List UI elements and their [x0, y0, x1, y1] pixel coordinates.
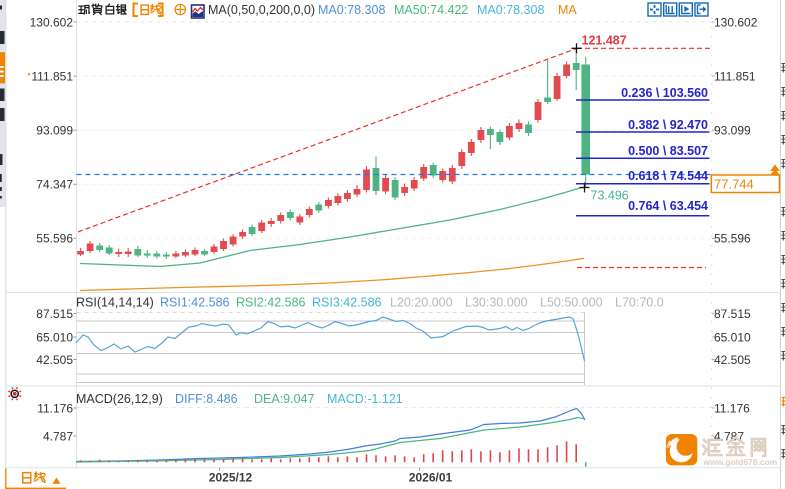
- svg-text:RSI2:42.586: RSI2:42.586: [236, 296, 306, 310]
- svg-text:L50:50.000: L50:50.000: [540, 296, 603, 310]
- svg-text:L20:20.000: L20:20.000: [390, 296, 453, 310]
- svg-text:L70:70.0: L70:70.0: [615, 296, 664, 310]
- svg-text:93.099: 93.099: [714, 124, 751, 138]
- svg-text:42.505: 42.505: [36, 353, 73, 367]
- svg-text:73.496: 73.496: [591, 189, 629, 203]
- svg-text:MA(0,50,0,200,0,0): MA(0,50,0,200,0,0): [208, 3, 315, 17]
- svg-text:11.176: 11.176: [37, 401, 73, 415]
- svg-text:MA50:74.422: MA50:74.422: [394, 3, 468, 17]
- svg-text:RSI3:42.586: RSI3:42.586: [312, 296, 382, 310]
- svg-text:MACD(26,12,9): MACD(26,12,9): [76, 392, 163, 406]
- svg-text:77.744: 77.744: [714, 176, 754, 191]
- svg-text:55.596: 55.596: [36, 232, 73, 246]
- svg-text:65.010: 65.010: [714, 330, 751, 344]
- svg-text:MA0:78.308: MA0:78.308: [318, 3, 385, 17]
- svg-text:L30:30.000: L30:30.000: [465, 296, 528, 310]
- svg-text:2025/12: 2025/12: [209, 471, 253, 485]
- svg-text:0.500 \ 83.507: 0.500 \ 83.507: [628, 144, 708, 158]
- svg-text:11.176: 11.176: [714, 401, 750, 415]
- svg-text:MACD:-1.121: MACD:-1.121: [327, 392, 403, 406]
- svg-text:4.787: 4.787: [43, 429, 73, 443]
- svg-text:111.851: 111.851: [714, 69, 756, 83]
- svg-text:2026/01: 2026/01: [409, 471, 453, 485]
- svg-text:RSI(14,14,14): RSI(14,14,14): [76, 296, 154, 310]
- svg-text:0.236 \ 103.560: 0.236 \ 103.560: [621, 86, 708, 100]
- svg-text:DIFF:8.486: DIFF:8.486: [175, 392, 238, 406]
- svg-text:111.851: 111.851: [31, 69, 73, 83]
- svg-text:65.010: 65.010: [36, 330, 73, 344]
- svg-text:www.gold678.com: www.gold678.com: [703, 457, 778, 467]
- svg-text:42.505: 42.505: [714, 353, 751, 367]
- svg-text:0.618 \ 74.544: 0.618 \ 74.544: [628, 169, 708, 183]
- svg-text:93.099: 93.099: [36, 124, 73, 138]
- svg-text:DEA:9.047: DEA:9.047: [254, 392, 315, 406]
- svg-text:87.515: 87.515: [36, 307, 73, 321]
- svg-text:130.602: 130.602: [714, 15, 758, 29]
- svg-text:0.764 \ 63.454: 0.764 \ 63.454: [628, 199, 708, 213]
- svg-text:74.347: 74.347: [36, 178, 73, 192]
- svg-text:87.515: 87.515: [714, 307, 751, 321]
- svg-text:121.487: 121.487: [582, 34, 627, 48]
- svg-text:RSI1:42.586: RSI1:42.586: [160, 296, 230, 310]
- svg-text:MA0:78.308: MA0:78.308: [477, 3, 544, 17]
- svg-text:130.602: 130.602: [30, 15, 74, 29]
- svg-text:MA: MA: [558, 3, 577, 17]
- svg-text:0.382 \ 92.470: 0.382 \ 92.470: [628, 118, 708, 132]
- svg-text:55.596: 55.596: [714, 232, 751, 246]
